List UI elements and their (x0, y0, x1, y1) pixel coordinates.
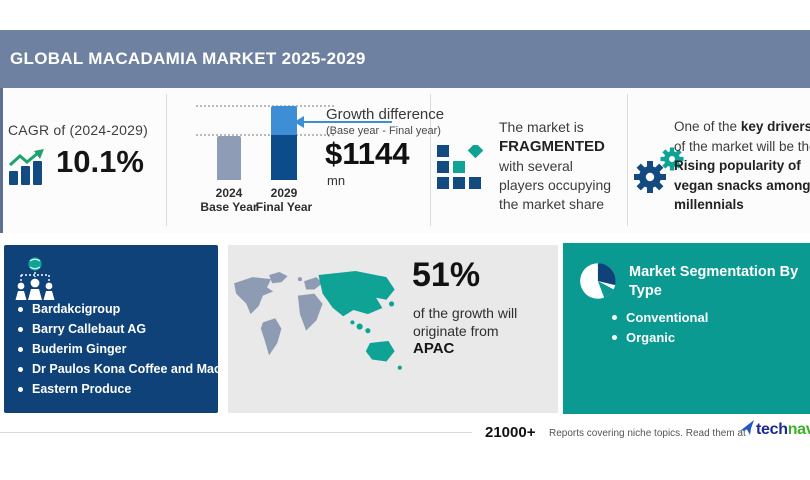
fragmentation-line: players occupying (499, 177, 612, 193)
key-players-panel: Key Players Bardakcigroup Barry Callebau… (4, 245, 218, 413)
page-title: GLOBAL MACADAMIA MARKET 2025-2029 (10, 49, 366, 68)
key-player-item: Bardakcigroup (32, 302, 121, 316)
footer-divider-line (0, 432, 472, 433)
bullet-dot (18, 327, 23, 332)
fragmented-squares-icon (437, 145, 484, 189)
driver-highlight-line: Rising popularity of (674, 158, 801, 173)
segmentation-item: Conventional (626, 310, 709, 325)
bar-2029-final-year (271, 106, 297, 180)
growth-arrow-line (303, 121, 392, 123)
growth-origin-line: originate from (413, 323, 499, 339)
dotted-gridline-top (196, 105, 334, 107)
base-year-label: Base Year (200, 200, 258, 214)
fragmentation-line: with several (499, 158, 573, 174)
growth-percent: 51% (412, 256, 481, 294)
year-2024-label: 2024 (215, 186, 243, 200)
brand-navio: navio (787, 421, 810, 438)
dotted-gridline-base (196, 134, 334, 136)
org-chart-icon (15, 257, 55, 300)
growth-origin-line: of the growth will (413, 305, 518, 321)
segmentation-item: Organic (626, 330, 676, 345)
gears-icon (634, 147, 684, 193)
driver-highlight: key drivers (740, 119, 810, 134)
bar-2024-base-year (217, 136, 241, 180)
growth-callout-title: Growth difference (326, 106, 445, 123)
section-divider (166, 94, 167, 226)
cagr-value: 10.1% (56, 144, 144, 179)
left-accent-bar (0, 88, 3, 233)
base-size-segment (271, 135, 297, 180)
bar-chart-up-icon (8, 149, 44, 185)
header-band (0, 30, 810, 88)
bullet-dot (18, 307, 23, 312)
driver-highlight-line: millennials (674, 197, 744, 212)
driver-text: One of the (674, 119, 738, 134)
growth-origin-panel (228, 245, 558, 413)
pie-chart-icon (580, 263, 616, 299)
final-year-label: Final Year (255, 200, 313, 214)
region-label: APAC (413, 340, 455, 357)
key-player-item: Barry Callebaut AG (32, 322, 147, 336)
key-player-item: Dr Paulos Kona Coffee and Macada… (32, 362, 218, 376)
technavio-logo[interactable]: technavio (740, 420, 810, 442)
report-count: 21000+ (485, 424, 536, 441)
growth-callout-subtitle: (Base year - Final year) (326, 125, 441, 137)
fragmentation-line: the market share (499, 196, 605, 212)
key-player-item: Buderim Ginger (32, 342, 127, 356)
growth-difference-value: $1144 (325, 136, 410, 171)
driver-highlight-line: vegan snacks among (674, 178, 810, 193)
fragmentation-line: The market is (499, 119, 584, 135)
year-2029-label: 2029 (270, 186, 298, 200)
driver-line: One of the key drivers (674, 119, 810, 134)
cagr-label: CAGR of (2024-2029) (8, 122, 148, 138)
brand-tech: tech (756, 421, 788, 438)
bullet-dot (612, 335, 617, 340)
section-divider (430, 94, 431, 226)
bullet-dot (18, 387, 23, 392)
bullet-dot (18, 347, 23, 352)
growth-arrow-icon (294, 116, 304, 128)
footer-caption: Reports covering niche topics. Read them… (549, 428, 746, 439)
driver-line: of the market will be the (674, 139, 810, 154)
world-map (234, 270, 402, 370)
segmentation-title: Market Segmentation By Type (629, 264, 799, 299)
growth-difference-unit: mn (327, 173, 346, 188)
fragmentation-highlight: FRAGMENTED (499, 138, 605, 155)
key-player-item: Eastern Produce (32, 382, 132, 396)
growth-difference-segment (271, 106, 297, 135)
section-divider (627, 94, 628, 226)
paper-plane-icon (740, 420, 754, 435)
bullet-dot (612, 315, 617, 320)
bullet-dot (18, 367, 23, 372)
